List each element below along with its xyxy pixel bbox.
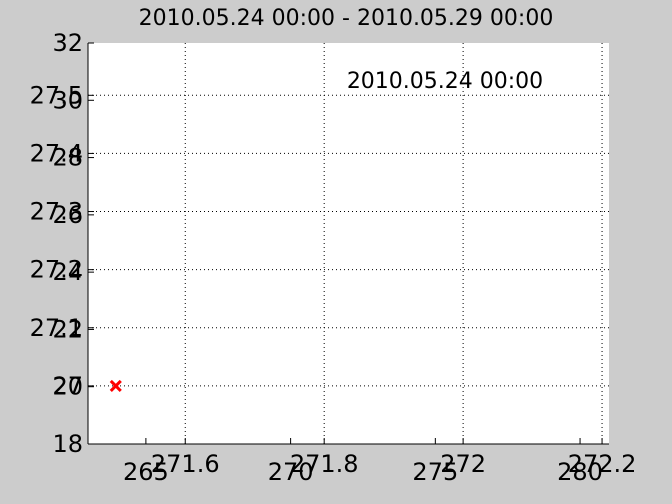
y-tick-label: 18 bbox=[52, 430, 83, 458]
chart-annotation: 2010.05.24 00:00 bbox=[347, 69, 543, 94]
x-tick-label: 280 bbox=[557, 458, 603, 486]
x-tick-label: 275 bbox=[412, 458, 458, 486]
y-tick-label: 22 bbox=[52, 315, 83, 343]
y-tick-label: 28 bbox=[52, 144, 83, 172]
grid bbox=[88, 43, 609, 444]
x2-tick-label: 271.8 bbox=[290, 450, 359, 478]
plot-frame bbox=[87, 43, 609, 445]
y2-tick-label: 27.5 bbox=[30, 81, 83, 109]
y-tick-label: 30 bbox=[52, 86, 83, 114]
data-marks bbox=[109, 379, 122, 392]
y2-tick-label: 27.1 bbox=[30, 314, 83, 342]
y-tick-label: 20 bbox=[52, 373, 83, 401]
x-tick-label: 270 bbox=[268, 458, 314, 486]
x2-tick-label: 272.2 bbox=[568, 450, 637, 478]
x-tick-label: 265 bbox=[123, 458, 169, 486]
y-tick-label: 32 bbox=[52, 29, 83, 57]
y-tick-label: 26 bbox=[52, 201, 83, 229]
y2-tick-label: 27.2 bbox=[30, 256, 83, 284]
y2-tick-label: 27.3 bbox=[30, 198, 83, 226]
tick-labels: 271.6 271.8 272 272.2 27 27.1 27.2 27.3 27.4 27.5… bbox=[30, 29, 637, 486]
chart-title: 2010.05.24 00:00 - 2010.05.29 00:00 bbox=[139, 6, 554, 31]
data-point-0 bbox=[109, 379, 122, 392]
x2-tick-label: 272 bbox=[440, 450, 486, 478]
y2-tick-label: 27.4 bbox=[30, 139, 83, 167]
plot-area bbox=[88, 43, 609, 444]
x2-tick-label: 271.6 bbox=[151, 450, 220, 478]
y2-tick-label: 27 bbox=[52, 372, 83, 400]
y-tick-label: 24 bbox=[52, 258, 83, 286]
